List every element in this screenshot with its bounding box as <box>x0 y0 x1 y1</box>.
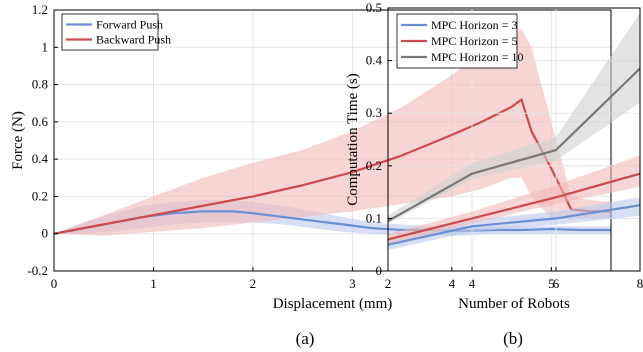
series-line <box>388 67 640 222</box>
legend-box <box>61 13 159 51</box>
legend-entry: MPC Horizon = 5 <box>431 34 517 48</box>
series-line <box>54 98 611 235</box>
axes-frame <box>53 9 612 272</box>
x-tick-label: 4 <box>469 276 476 291</box>
plot-area <box>388 13 640 250</box>
y-tick-label: 0.6 <box>32 114 49 129</box>
legend-entry: Forward Push <box>96 18 163 32</box>
chart-computation-time: 2 4 6 8 0 0.1 0.2 0.3 0.4 0.5 Number of Robots Comp… <box>345 0 643 348</box>
y-tick-label: 0.1 <box>366 210 382 225</box>
y-tick-label: 1.2 <box>32 2 48 17</box>
y-tick-label: 0.2 <box>32 188 48 203</box>
series-line <box>388 172 640 241</box>
y-tick-label: 0.5 <box>366 0 382 15</box>
x-axis-label: Displacement (mm) <box>273 296 393 312</box>
legend-entry: MPC Horizon = 3 <box>431 18 517 32</box>
confidence-band <box>388 197 640 250</box>
x-tick-label: 0 <box>51 276 58 291</box>
y-tick-label: 0.4 <box>366 53 383 68</box>
y-tick-label: 0.4 <box>32 151 49 166</box>
y-tick-label: 0.8 <box>32 77 48 92</box>
legend-entry: MPC Horizon = 10 <box>431 50 523 64</box>
y-tick-label: 1 <box>42 39 49 54</box>
x-tick-label: 5 <box>548 276 555 291</box>
y-axis-label: Computation Time (s) <box>345 73 361 206</box>
x-tick-label: 3 <box>349 276 356 291</box>
y-axis-label: Force (N) <box>10 111 26 170</box>
series-line <box>388 204 640 246</box>
axes-frame <box>387 7 641 272</box>
confidence-band <box>388 155 640 245</box>
x-axis-label: Number of Robots <box>458 296 570 312</box>
subfigure-caption: (a) <box>296 329 315 348</box>
y-tick-label: 0.2 <box>366 158 382 173</box>
legend-entry: Backward Push <box>96 33 171 47</box>
y-tick-label: 0.3 <box>366 105 382 120</box>
y-tick-label: -0.2 <box>27 263 48 278</box>
subfigure-caption: (b) <box>503 329 523 348</box>
x-tick-label: 8 <box>637 276 643 291</box>
x-tick-label: 1 <box>150 276 157 291</box>
x-tick-label: 2 <box>250 276 257 291</box>
x-tick-label: 4 <box>449 276 456 291</box>
y-tick-label: 0 <box>376 263 383 278</box>
x-tick-label: 2 <box>385 276 392 291</box>
x-tick-label: 6 <box>553 276 560 291</box>
y-tick-label: 0 <box>42 226 49 241</box>
